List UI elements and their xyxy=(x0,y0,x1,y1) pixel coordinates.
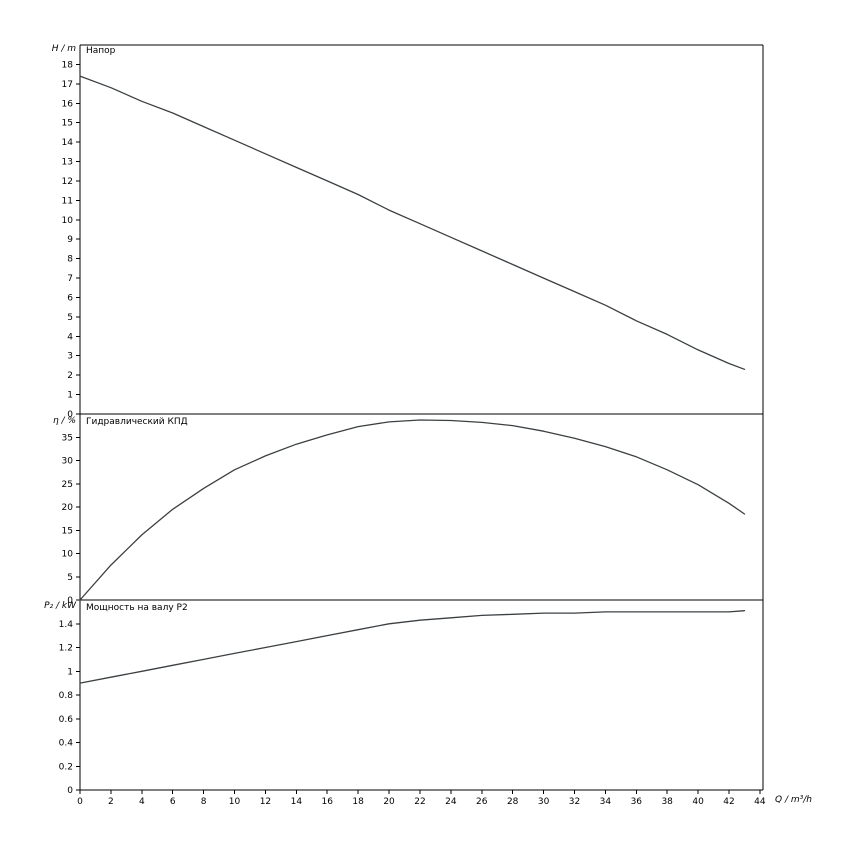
panel-title-head: Напор xyxy=(86,46,116,56)
x-axis-tick-label: 30 xyxy=(538,797,550,807)
y-axis-tick-label-0: 2 xyxy=(67,371,73,381)
x-axis-tick-label: 42 xyxy=(723,797,734,807)
y-axis-tick-label-2: 1.4 xyxy=(59,620,74,630)
x-axis-tick-label: 4 xyxy=(139,797,145,807)
y-axis-tick-label-1: 20 xyxy=(62,503,74,513)
x-axis-tick-label: 38 xyxy=(661,797,673,807)
x-axis-tick-label: 24 xyxy=(445,797,457,807)
y-axis-tick-label-0: 4 xyxy=(67,332,73,342)
x-axis-tick-label: 22 xyxy=(414,797,425,807)
y-axis-tick-label-0: 16 xyxy=(62,99,74,109)
x-axis-tick-label: 6 xyxy=(170,797,176,807)
y-axis-unit-efficiency: η / % xyxy=(52,416,76,426)
y-axis-tick-label-0: 3 xyxy=(67,352,73,362)
y-axis-tick-label-1: 35 xyxy=(62,433,73,443)
y-axis-tick-label-2: 0 xyxy=(67,786,73,796)
x-axis-tick-label: 44 xyxy=(754,797,766,807)
y-axis-tick-label-1: 0 xyxy=(67,596,73,606)
y-axis-tick-label-0: 1 xyxy=(67,391,73,401)
y-axis-tick-label-0: 9 xyxy=(67,235,73,245)
x-axis-tick-label: 36 xyxy=(631,797,643,807)
curve-0 xyxy=(79,75,746,370)
x-axis-tick-label: 26 xyxy=(476,797,488,807)
y-axis-tick-label-0: 0 xyxy=(67,410,73,420)
x-axis-tick-label: 32 xyxy=(569,797,580,807)
x-axis-tick-label: 2 xyxy=(108,797,114,807)
y-axis-tick-label-1: 30 xyxy=(62,457,74,467)
y-axis-tick-label-0: 8 xyxy=(67,255,73,265)
x-axis-tick-label: 0 xyxy=(77,797,83,807)
y-axis-tick-label-0: 12 xyxy=(62,177,73,187)
y-axis-tick-label-2: 1 xyxy=(67,667,73,677)
y-axis-tick-label-2: 0.2 xyxy=(59,762,73,772)
x-axis-tick-label: 16 xyxy=(322,797,334,807)
y-axis-tick-label-0: 5 xyxy=(67,313,73,323)
x-axis-tick-label: 20 xyxy=(383,797,395,807)
y-axis-tick-label-2: 0.6 xyxy=(59,715,74,725)
y-axis-tick-label-0: 13 xyxy=(62,158,73,168)
y-axis-tick-label-0: 10 xyxy=(62,216,74,226)
x-axis-tick-label: 8 xyxy=(201,797,207,807)
x-axis-tick-label: 18 xyxy=(352,797,364,807)
x-axis-tick-label: 40 xyxy=(692,797,704,807)
x-axis-unit: Q / m³/h xyxy=(775,795,812,805)
y-axis-tick-label-1: 10 xyxy=(62,550,74,560)
x-axis-tick-label: 12 xyxy=(260,797,271,807)
y-axis-tick-label-0: 18 xyxy=(62,60,74,70)
y-axis-unit-head: H / m xyxy=(51,44,76,54)
y-axis-tick-label-0: 15 xyxy=(62,119,73,129)
curve-1 xyxy=(79,419,746,601)
y-axis-tick-label-0: 17 xyxy=(62,80,73,90)
y-axis-tick-label-0: 11 xyxy=(62,196,73,206)
panel-title-efficiency: Гидравлический КПД xyxy=(86,417,188,427)
y-axis-tick-label-2: 1.2 xyxy=(59,644,73,654)
y-axis-tick-label-2: 0.4 xyxy=(59,739,74,749)
x-axis-tick-label: 14 xyxy=(291,797,303,807)
y-axis-tick-label-1: 25 xyxy=(62,480,73,490)
y-axis-tick-label-0: 14 xyxy=(62,138,74,148)
x-axis-tick-label: 10 xyxy=(229,797,241,807)
y-axis-tick-label-2: 0.8 xyxy=(59,691,74,701)
y-axis-tick-label-1: 15 xyxy=(62,526,73,536)
y-axis-unit-power: P₂ / kW xyxy=(44,601,76,611)
y-axis-tick-label-0: 6 xyxy=(67,293,73,303)
curve-2 xyxy=(79,610,746,684)
x-axis-tick-label: 34 xyxy=(600,797,612,807)
panel-title-power: Мощность на валу P2 xyxy=(86,603,188,613)
x-axis-tick-label: 28 xyxy=(507,797,519,807)
y-axis-tick-label-0: 7 xyxy=(67,274,73,284)
y-axis-tick-label-1: 5 xyxy=(67,573,73,583)
